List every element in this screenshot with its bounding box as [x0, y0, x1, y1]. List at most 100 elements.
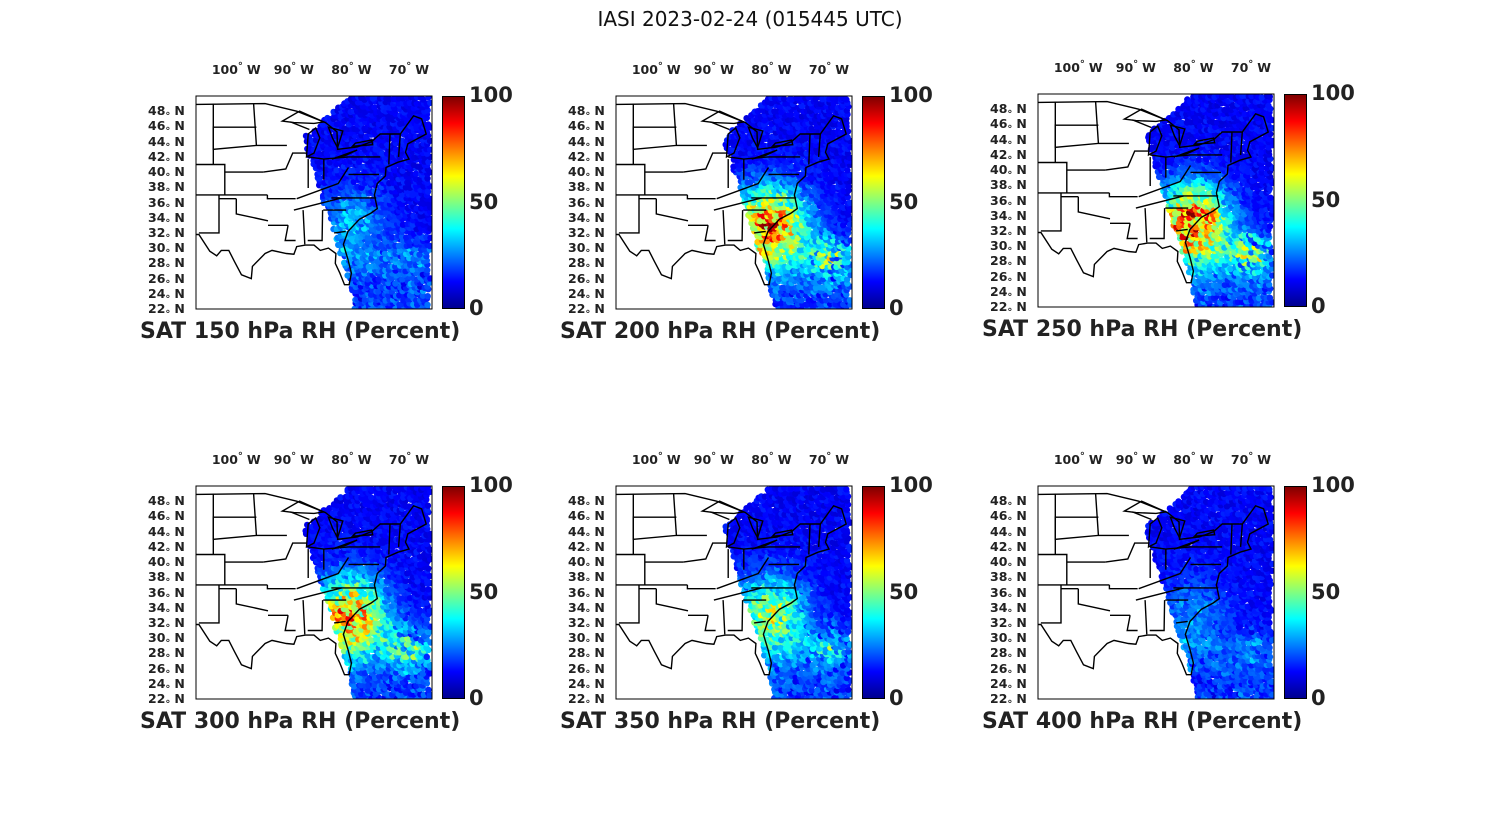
rh-observation [822, 297, 830, 304]
degree-symbol: ° [585, 202, 591, 214]
rh-observation [364, 234, 372, 241]
rh-observation [1237, 240, 1245, 248]
rh-observation [846, 221, 852, 228]
coastline [616, 102, 848, 286]
degree-symbol: ° [165, 141, 171, 153]
lat-tick-label: 30° N [990, 238, 1027, 257]
rh-observation [756, 217, 764, 225]
rh-map [1037, 93, 1275, 308]
rh-observation [777, 299, 785, 307]
lon-tick-degrees: 70 [388, 62, 407, 77]
lat-tick-label: 32° N [990, 224, 1027, 242]
rh-observation [808, 125, 815, 132]
lat-tick-direction: N [1016, 101, 1027, 117]
rh-map [615, 95, 853, 310]
lat-tick-degrees: 24 [990, 283, 1008, 299]
degree-symbol: ° [165, 263, 171, 275]
lat-tick-direction: N [594, 148, 605, 164]
rh-observation [847, 237, 852, 244]
lat-tick-direction: N [594, 118, 605, 134]
lon-tick-degrees: 80 [751, 62, 769, 77]
degree-symbol: ° [165, 111, 171, 123]
rh-observation [375, 288, 382, 295]
map-panel-150: 100° W 90° W 80° W 70° W 48° N 46° N 44° N 42° N 40° N 38°… [140, 61, 560, 392]
lat-tick-label: 46° N [568, 118, 605, 137]
rh-observation [371, 96, 379, 101]
lake-outline [770, 139, 794, 148]
lat-tick-label: 46° N [990, 117, 1027, 136]
degree-symbol: ° [1007, 124, 1013, 136]
lat-tick-label: 46° N [148, 119, 185, 137]
rh-observation [333, 167, 340, 174]
state-boundary [616, 163, 646, 195]
lat-tick-label: 48° N [148, 104, 185, 123]
degree-symbol: ° [1007, 215, 1013, 227]
degree-symbol: ° [585, 309, 591, 320]
lat-tick-degrees: 22 [990, 299, 1008, 314]
state-boundary [198, 194, 220, 234]
degree-symbol: ° [165, 232, 171, 244]
rh-observation [379, 150, 386, 157]
lon-tick-direction: W [415, 62, 430, 77]
lon-tick-label: 80° W [331, 61, 372, 77]
lat-tick-label: 32° N [148, 224, 185, 244]
rh-observation [409, 221, 417, 228]
degree-symbol: ° [711, 61, 717, 72]
rh-observation [361, 296, 369, 304]
degree-symbol: ° [165, 172, 171, 184]
state-boundary [817, 133, 821, 157]
degree-symbol: ° [1007, 109, 1013, 121]
state-boundary [235, 198, 269, 222]
rh-map [195, 485, 433, 700]
lat-tick-direction: N [1016, 207, 1027, 223]
lat-tick-degrees: 32 [568, 224, 586, 240]
rh-observation [774, 263, 781, 270]
rh-observation [1234, 278, 1241, 285]
degree-symbol: ° [1007, 230, 1013, 242]
lat-tick-direction: N [1016, 238, 1027, 254]
state-boundary [655, 198, 689, 222]
state-boundary [808, 133, 811, 165]
lat-tick-label: 38° N [990, 177, 1027, 196]
map-panel-300: 100° W 90° W 80° W 70° W 48° N 46° N 44° N 42° N 40° N 38°… [140, 451, 560, 782]
degree-symbol: ° [585, 156, 591, 168]
lat-tick-degrees: 32 [148, 224, 166, 240]
rh-observation [425, 686, 432, 693]
lat-tick-direction: N [174, 301, 185, 316]
lat-tick-label: 42° N [148, 150, 185, 168]
lat-tick-degrees: 38 [990, 177, 1008, 193]
rh-observation [774, 117, 781, 124]
rh-observation [819, 284, 827, 291]
lat-tick-label: 38° N [568, 180, 605, 198]
lat-tick-label: 38° N [148, 180, 185, 198]
lat-tick-label: 34° N [568, 211, 605, 229]
lat-tick-direction: N [594, 285, 605, 301]
rh-observation [424, 188, 432, 195]
rh-observation [413, 141, 421, 149]
rh-observations [722, 96, 852, 309]
lat-tick-degrees: 42 [568, 148, 586, 164]
figure-title: IASI 2023-02-24 (015445 UTC) [597, 7, 903, 31]
lat-tick-direction: N [594, 103, 605, 119]
rh-observation [424, 301, 431, 308]
state-boundary [196, 163, 226, 195]
lat-tick-label: 30° N [148, 241, 185, 260]
degree-symbol: ° [165, 309, 171, 320]
rh-observation [847, 271, 852, 279]
state-boundary [722, 210, 726, 245]
degree-symbol: ° [165, 248, 171, 260]
lat-tick-label: 36° N [568, 196, 605, 214]
lat-tick-label: 28° N [148, 256, 185, 275]
degree-symbol: ° [826, 61, 832, 72]
lon-tick-degrees: 70 [808, 62, 827, 77]
rh-observation [427, 225, 432, 232]
lon-tick-label: 70° W [388, 61, 430, 77]
state-boundary [632, 103, 678, 151]
rh-observation [777, 103, 784, 110]
state-boundary [266, 194, 296, 200]
colorbar-tick-label: 50 [1311, 187, 1341, 212]
rh-observation [777, 242, 784, 249]
lat-tick-degrees: 30 [568, 240, 586, 256]
lon-tick-direction: W [357, 62, 372, 77]
lat-tick-label: 22° N [148, 301, 185, 320]
